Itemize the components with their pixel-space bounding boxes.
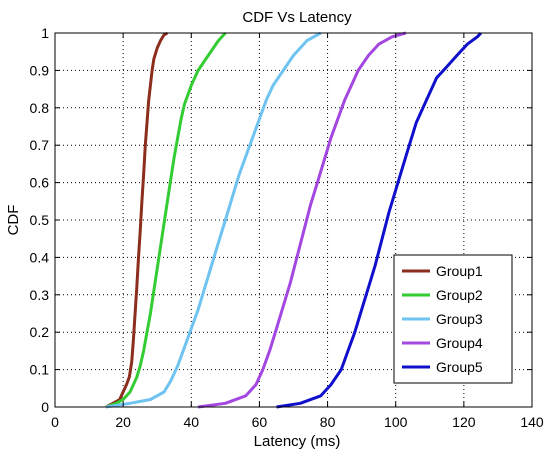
series-line-group1 (105, 31, 169, 409)
series-line-group3 (105, 31, 322, 409)
y-tick-label: 0 (41, 399, 49, 415)
chart-title: CDF Vs Latency (242, 9, 352, 26)
x-tick-label: 120 (452, 414, 476, 430)
legend-entry: Group2 (436, 287, 483, 303)
y-tick-label: 0.4 (30, 249, 50, 265)
y-tick-label: 1 (41, 25, 49, 41)
axis-ticks: 0 20 40 60 80 100 120 140 0 0.1 0.2 0.3 0.4 0.5 0.6 0.7… (30, 25, 544, 430)
y-tick-label: 0.7 (30, 137, 50, 153)
x-axis-title: Latency (ms) (254, 433, 341, 450)
series-line-group5 (276, 31, 483, 409)
y-tick-label: 0.9 (30, 62, 50, 78)
x-tick-label: 40 (183, 414, 199, 430)
series-lines (105, 31, 483, 409)
x-tick-label: 60 (252, 414, 268, 430)
x-tick-label: 140 (520, 414, 544, 430)
legend: Group1 Group2 Group3 Group4 Group5 (393, 254, 513, 384)
legend-entry: Group4 (436, 335, 483, 351)
x-tick-label: 80 (320, 414, 336, 430)
y-tick-label: 0.1 (30, 362, 50, 378)
y-tick-label: 0.8 (30, 100, 50, 116)
x-tick-label: 0 (51, 414, 59, 430)
series-line-group4 (197, 31, 407, 409)
y-axis-title: CDF (5, 205, 22, 236)
y-tick-label: 0.6 (30, 175, 50, 191)
legend-entry: Group1 (436, 263, 483, 279)
y-tick-label: 0.3 (30, 287, 50, 303)
y-tick-label: 0.2 (30, 324, 50, 340)
legend-entry: Group5 (436, 359, 483, 375)
x-tick-label: 20 (115, 414, 131, 430)
y-tick-label: 0.5 (30, 212, 50, 228)
legend-entry: Group3 (436, 311, 483, 327)
series-line-group2 (105, 31, 227, 409)
x-tick-label: 100 (384, 414, 408, 430)
